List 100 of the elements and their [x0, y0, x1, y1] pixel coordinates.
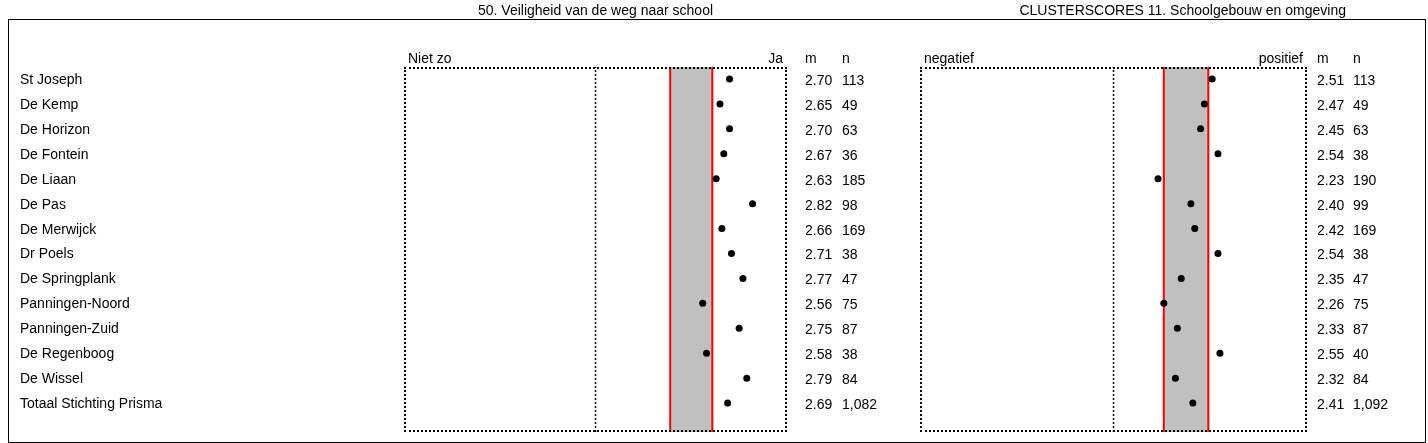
- data-label: 185: [842, 171, 866, 188]
- point: [749, 200, 757, 208]
- data-label: 169: [842, 221, 866, 238]
- chart-title: 50. Veiligheid van de weg naar school: [476, 2, 715, 18]
- data-label: 2.40: [1317, 196, 1345, 213]
- data-label: 63: [1353, 121, 1369, 138]
- text: m: [805, 50, 817, 66]
- text: negatief: [924, 50, 974, 66]
- point: [726, 125, 734, 133]
- point: [712, 175, 720, 183]
- point: [1154, 175, 1162, 183]
- data-label: 113: [1353, 71, 1376, 88]
- data-label: 2.70: [805, 71, 833, 88]
- data-label: 1,092: [1353, 396, 1389, 413]
- data-label: 2.70: [805, 121, 833, 138]
- y-tick-label: Dr Poels: [20, 245, 74, 262]
- point: [1197, 125, 1205, 133]
- point: [724, 399, 732, 407]
- y-tick-label: De Horizon: [20, 120, 91, 137]
- y-tick-label: Panningen-Noord: [20, 295, 130, 312]
- y-tick-label: De Pas: [20, 195, 66, 212]
- point: [1214, 249, 1222, 257]
- data-label: 113: [842, 71, 865, 88]
- data-label: 2.26: [1317, 296, 1345, 313]
- y-tick-label: St Joseph: [20, 70, 83, 87]
- y-tick-label: De Merwijck: [20, 220, 98, 237]
- data-label: 2.69: [805, 396, 833, 413]
- point: [1189, 399, 1197, 407]
- text: Ja: [768, 50, 783, 66]
- data-label: 2.66: [805, 221, 833, 238]
- data-label: 190: [1353, 171, 1377, 188]
- data-label: 2.42: [1317, 221, 1345, 238]
- point: [1200, 100, 1208, 108]
- point: [727, 249, 735, 257]
- data-label: 87: [1353, 321, 1369, 338]
- data-label: 38: [1353, 246, 1369, 263]
- point: [718, 225, 726, 233]
- point: [716, 100, 724, 108]
- point: [1216, 349, 1224, 357]
- data-label: 98: [842, 196, 858, 213]
- point: [739, 274, 747, 282]
- data-label: 2.65: [805, 96, 833, 113]
- point: [1171, 374, 1179, 382]
- point: [743, 374, 751, 382]
- data-label: 75: [1353, 296, 1369, 313]
- point: [1214, 150, 1222, 158]
- y-tick-label: Totaal Stichting Prisma: [20, 395, 163, 412]
- text: n: [1353, 50, 1361, 66]
- chart-title: CLUSTERSCORES 11. Schoolgebouw en omgeving: [1019, 2, 1346, 18]
- text: m: [1317, 50, 1329, 66]
- data-label: 2.51: [1317, 71, 1345, 88]
- data-label: 38: [842, 246, 858, 263]
- y-tick-label: De Wissel: [20, 370, 84, 387]
- point: [1173, 324, 1181, 332]
- data-label: 2.56: [805, 296, 833, 313]
- y-tick-label: De Fontein: [20, 145, 89, 162]
- point: [1187, 200, 1195, 208]
- point: [726, 75, 734, 83]
- data-label: 99: [1353, 196, 1369, 213]
- data-label: 2.32: [1317, 371, 1345, 388]
- data-label: 2.75: [805, 321, 833, 338]
- point: [720, 150, 728, 158]
- point: [699, 299, 707, 307]
- data-label: 2.77: [805, 271, 833, 288]
- data-label: 84: [842, 371, 858, 388]
- data-label: 49: [1353, 96, 1369, 113]
- data-label: 2.67: [805, 146, 833, 163]
- y-tick-label: De Regenboog: [20, 345, 115, 362]
- data-label: 47: [842, 271, 858, 288]
- data-label: 169: [1353, 221, 1377, 238]
- text: positief: [1258, 50, 1303, 66]
- data-label: 2.58: [805, 346, 833, 363]
- text: n: [842, 50, 850, 66]
- point: [703, 349, 711, 357]
- data-label: 2.47: [1317, 96, 1345, 113]
- text: Niet zo: [408, 50, 452, 66]
- data-label: 2.71: [805, 246, 833, 263]
- data-label: 47: [1353, 271, 1369, 288]
- data-label: 38: [842, 346, 858, 363]
- data-label: 87: [842, 321, 858, 338]
- data-label: 38: [1353, 146, 1369, 163]
- data-label: 2.45: [1317, 121, 1345, 138]
- data-label: 2.23: [1317, 171, 1345, 188]
- data-label: 36: [842, 146, 858, 163]
- y-tick-label: De Liaan: [20, 170, 77, 187]
- data-label: 2.63: [805, 171, 833, 188]
- point: [1160, 299, 1168, 307]
- y-tick-label: Panningen-Zuid: [20, 320, 119, 337]
- data-label: 75: [842, 296, 858, 313]
- data-label: 2.33: [1317, 321, 1345, 338]
- y-tick-label: De Springplank: [20, 270, 117, 287]
- point: [1191, 225, 1199, 233]
- data-label: 84: [1353, 371, 1369, 388]
- data-label: 40: [1353, 346, 1369, 363]
- data-label: 2.54: [1317, 246, 1345, 263]
- point: [735, 324, 743, 332]
- data-label: 63: [842, 121, 858, 138]
- data-label: 2.55: [1317, 346, 1345, 363]
- data-label: 49: [842, 96, 858, 113]
- data-label: 1,082: [842, 396, 878, 413]
